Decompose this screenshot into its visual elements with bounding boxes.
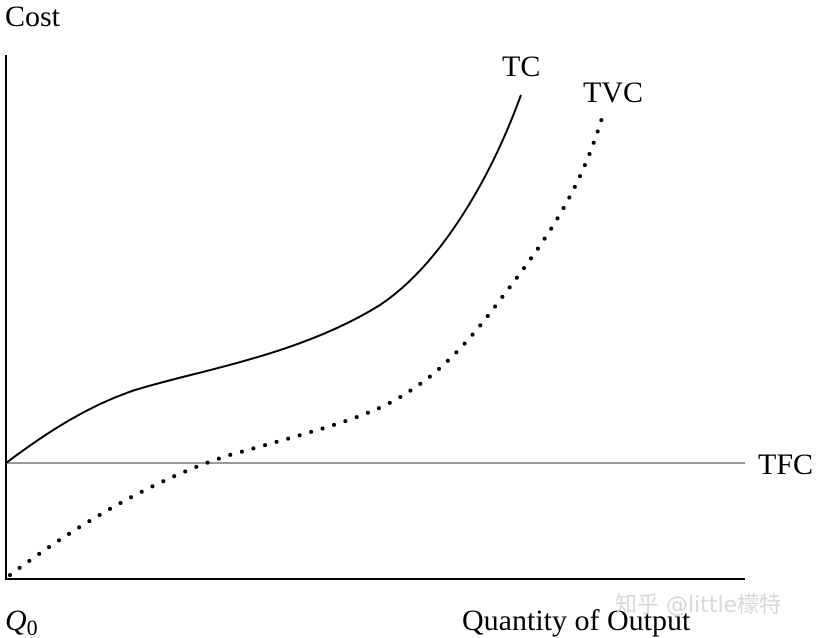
series-label: TVC	[583, 76, 643, 109]
series-label: TC	[502, 50, 540, 83]
origin-main: Q	[5, 604, 27, 637]
x-axis-label: Quantity of Output	[462, 604, 691, 637]
series-label: TFC	[758, 448, 813, 481]
watermark: 知乎 @little檬特	[615, 593, 781, 618]
origin-sub: 0	[27, 615, 38, 638]
y-axis-label: Cost	[5, 0, 61, 33]
tvc-curve	[8, 116, 604, 577]
origin-label: Q0	[5, 604, 38, 638]
tc-curve	[5, 94, 522, 464]
